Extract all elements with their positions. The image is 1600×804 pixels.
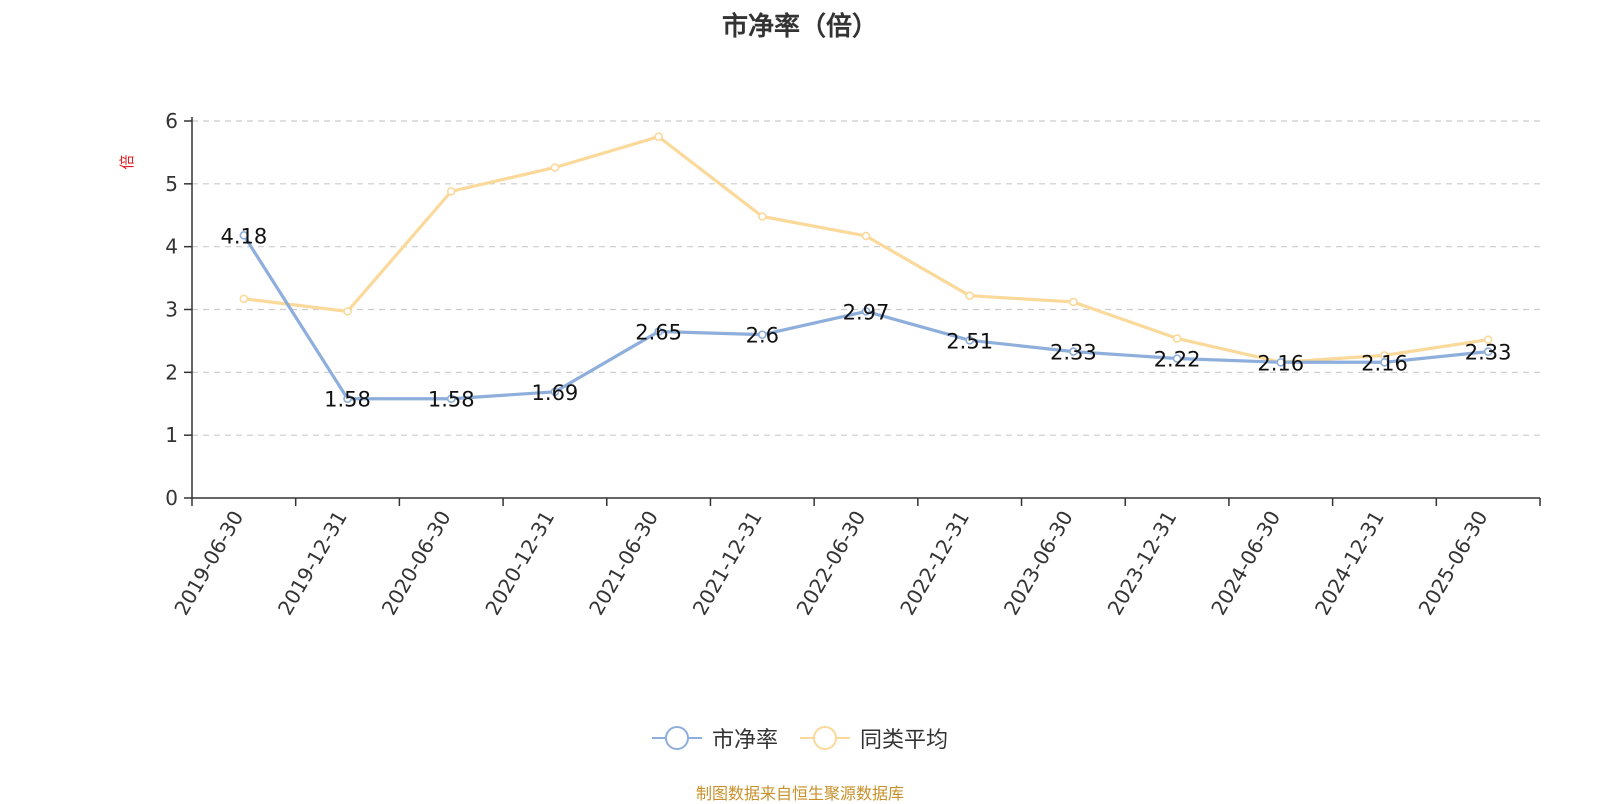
series-0-point <box>965 335 974 345</box>
series-1-point <box>965 291 974 300</box>
x-tick-label: 2024-06-30 <box>1206 507 1285 620</box>
series-0-point <box>758 330 767 339</box>
data-label: 2.33 <box>1465 341 1512 365</box>
series-0-point <box>1069 347 1078 356</box>
series-1-point <box>550 163 560 172</box>
data-label: 1.58 <box>428 388 475 412</box>
data-label: 2.33 <box>1050 341 1097 365</box>
x-tick-label: 2021-06-30 <box>584 507 663 620</box>
series-0-point <box>861 307 871 316</box>
data-label: 1.58 <box>324 388 371 412</box>
legend-item-pb[interactable]: 市净率 <box>651 722 778 754</box>
y-tick-label: 1 <box>165 423 178 447</box>
series-1-point <box>1069 297 1078 307</box>
legend-label-peer-average: 同类平均 <box>860 728 949 753</box>
y-tick-label: 3 <box>165 298 178 322</box>
series-0-point <box>1276 357 1286 367</box>
x-tick-label: 2021-12-31 <box>688 507 767 620</box>
x-tick-label: 2022-06-30 <box>791 507 870 620</box>
data-label: 2.16 <box>1257 351 1304 375</box>
y-tick-label: 5 <box>165 172 178 196</box>
x-tick-label: 2020-06-30 <box>377 507 456 620</box>
legend-marker-peer-average <box>800 726 850 750</box>
data-label: 4.18 <box>220 224 267 248</box>
data-label: 2.6 <box>746 324 779 348</box>
data-label: 2.51 <box>946 329 993 353</box>
y-axis-label: 倍 <box>118 154 136 169</box>
chart-title: 市净率（倍） <box>721 12 878 42</box>
legend-label-pb: 市净率 <box>711 728 778 753</box>
source-note: 制图数据来自恒生聚源数据库 <box>695 784 904 803</box>
series-1-point <box>861 231 871 241</box>
series-0-point <box>1172 354 1182 363</box>
data-label: 2.16 <box>1361 351 1408 375</box>
series-1-point <box>343 307 352 316</box>
data-label: 2.65 <box>635 320 682 344</box>
legend-item-peer-average[interactable]: 同类平均 <box>800 722 948 754</box>
data-label: 2.97 <box>843 300 890 324</box>
y-tick-label: 4 <box>165 235 178 259</box>
x-tick-label: 2025-06-30 <box>1414 507 1493 620</box>
series-0-point <box>1483 347 1493 356</box>
x-tick-label: 2019-06-30 <box>169 507 248 620</box>
series-0-point <box>654 327 663 336</box>
series-0-point <box>550 387 560 397</box>
series-1-point <box>446 187 456 196</box>
series-0-point <box>343 394 352 404</box>
x-tick-label: 2024-12-31 <box>1310 507 1389 620</box>
x-tick-label: 2019-12-31 <box>273 507 352 620</box>
x-tick-label: 2023-06-30 <box>999 507 1078 620</box>
series-0-point <box>239 231 249 240</box>
y-tick-label: 0 <box>165 486 178 510</box>
series-line-1 <box>243 135 1489 364</box>
series-1-point <box>1172 334 1182 343</box>
legend-marker-pb <box>651 726 702 750</box>
series-1-point <box>239 294 249 304</box>
series-1-point <box>758 212 767 221</box>
x-tick-label: 2020-12-31 <box>480 507 559 620</box>
data-label: 1.69 <box>532 381 579 405</box>
data-label: 2.22 <box>1154 348 1201 372</box>
legend: 市净率 同类平均 <box>0 722 1600 754</box>
series-0-point <box>446 394 456 404</box>
y-tick-label: 2 <box>165 360 178 384</box>
series-0-point <box>1380 357 1389 367</box>
x-tick-label: 2022-12-31 <box>895 507 974 620</box>
series-1-point <box>654 132 663 142</box>
y-tick-label: 6 <box>165 109 178 133</box>
series-1-point <box>1483 335 1493 344</box>
x-tick-label: 2023-12-31 <box>1103 507 1182 620</box>
